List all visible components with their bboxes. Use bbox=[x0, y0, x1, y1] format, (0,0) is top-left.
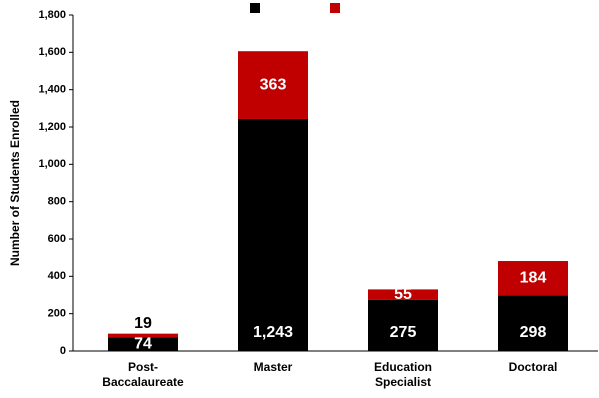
x-tick-label: Education bbox=[374, 360, 432, 374]
y-tick-label: 1,800 bbox=[38, 9, 66, 21]
legend-swatch bbox=[250, 3, 260, 13]
bar-segment bbox=[238, 51, 308, 119]
legend-swatch bbox=[330, 3, 340, 13]
data-label: 298 bbox=[520, 324, 547, 341]
data-label: 55 bbox=[394, 286, 412, 303]
data-label: 19 bbox=[134, 315, 152, 332]
y-tick-label: 0 bbox=[60, 345, 66, 357]
bar-segment bbox=[498, 261, 568, 296]
bar-segment bbox=[238, 118, 308, 352]
data-label: 275 bbox=[390, 324, 417, 341]
x-tick-label: Master bbox=[254, 360, 293, 374]
x-tick-label: Baccalaureate bbox=[102, 375, 184, 389]
data-label: 1,243 bbox=[253, 324, 293, 341]
x-tick-label: Doctoral bbox=[509, 360, 558, 374]
y-tick-label: 1,200 bbox=[38, 121, 66, 133]
y-tick-label: 1,600 bbox=[38, 46, 66, 58]
bar-segment bbox=[368, 299, 438, 351]
y-axis-label: Number of Students Enrolled bbox=[8, 100, 22, 266]
y-tick-label: 800 bbox=[48, 196, 66, 208]
y-tick-label: 600 bbox=[48, 233, 66, 245]
data-label: 74 bbox=[134, 335, 152, 352]
bar-segment bbox=[108, 333, 178, 338]
bar-segment bbox=[498, 295, 568, 351]
data-label: 184 bbox=[520, 269, 547, 286]
y-tick-label: 1,000 bbox=[38, 158, 66, 170]
y-tick-label: 1,400 bbox=[38, 84, 66, 96]
bar-segment bbox=[368, 289, 438, 300]
x-tick-label: Specialist bbox=[375, 375, 431, 389]
data-label: 363 bbox=[260, 76, 287, 93]
y-tick-label: 200 bbox=[48, 308, 66, 320]
bar-segment bbox=[108, 337, 178, 351]
y-tick-label: 400 bbox=[48, 270, 66, 282]
x-tick-label: Post- bbox=[128, 360, 158, 374]
